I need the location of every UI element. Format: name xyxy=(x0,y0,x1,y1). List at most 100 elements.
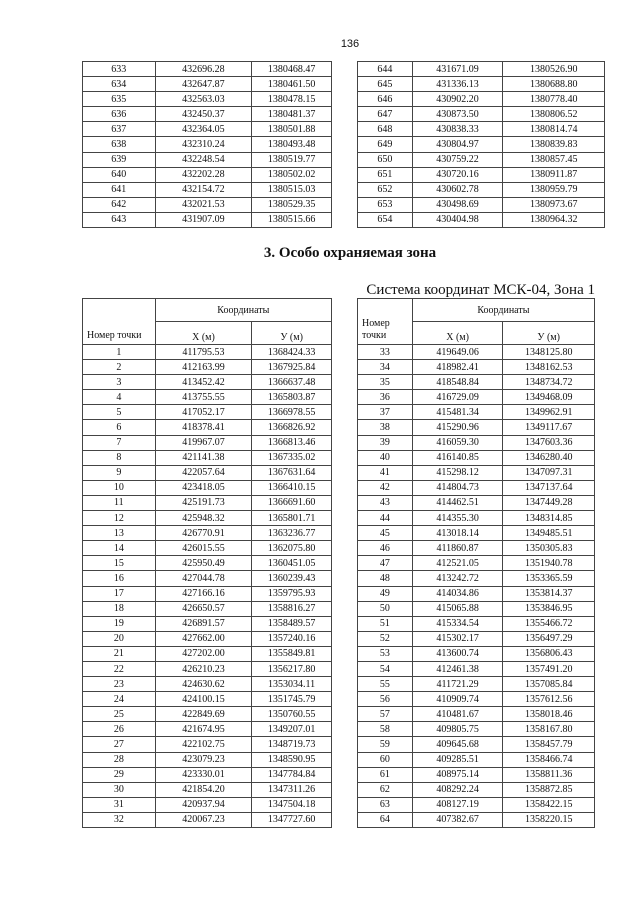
point-number-cell: 646 xyxy=(357,91,413,108)
x-coordinate-cell: 415065.88 xyxy=(411,600,504,617)
x-coordinate-cell: 421854.20 xyxy=(154,781,253,798)
section-heading: 3. Особо охраняемая зона xyxy=(263,245,437,261)
x-coordinate-cell: 413242.72 xyxy=(411,570,504,587)
y-coordinate-cell: 1365803.87 xyxy=(251,389,332,406)
table-row: 638 432310.24 1380493.48 xyxy=(82,136,332,153)
table-row: 56 410909.74 1357612.56 xyxy=(357,691,595,708)
y-coordinate-cell: 1360451.05 xyxy=(251,555,332,572)
table-row: 653 430498.69 1380973.67 xyxy=(357,196,605,213)
table-row: 652 430602.78 1380959.79 xyxy=(357,181,605,198)
point-number-cell: 649 xyxy=(357,136,413,153)
y-coordinate-cell: 1368424.33 xyxy=(251,343,332,361)
point-number-cell: 8 xyxy=(82,449,156,466)
table-row: 14 426015.55 1362075.80 xyxy=(82,540,332,557)
table-row: 60 409285.51 1358466.74 xyxy=(357,751,595,768)
y-coordinate-cell: 1367925.84 xyxy=(251,359,332,376)
table-row: 643 431907.09 1380515.66 xyxy=(82,211,332,229)
point-number-cell: 23 xyxy=(82,676,156,693)
x-coordinate-cell: 412163.99 xyxy=(154,359,253,376)
x-coordinate-cell: 417052.17 xyxy=(154,404,253,421)
table-row: 646 430902.20 1380778.40 xyxy=(357,91,605,108)
y-coordinate-cell: 1348734.72 xyxy=(502,374,595,391)
x-coordinate-cell: 430720.16 xyxy=(411,166,504,183)
y-coordinate-cell: 1358167.80 xyxy=(502,721,595,738)
y-coordinate-cell: 1356497.29 xyxy=(502,630,595,647)
y-coordinate-cell: 1380529.35 xyxy=(251,196,332,213)
point-number-cell: 41 xyxy=(357,464,413,481)
point-number-cell: 4 xyxy=(82,389,156,406)
zone-coordinates-table-right: Номер точки Координаты X (м) У (м) 33 419… xyxy=(357,298,596,829)
y-coordinate-cell: 1380526.90 xyxy=(502,60,605,78)
table-row: 42 414804.73 1347137.64 xyxy=(357,479,595,496)
y-coordinate-cell: 1367631.64 xyxy=(251,464,332,481)
y-coordinate-cell: 1348590.95 xyxy=(251,751,332,768)
x-coordinate-cell: 419649.06 xyxy=(411,343,504,361)
x-coordinate-cell: 418982.41 xyxy=(411,359,504,376)
point-number-cell: 24 xyxy=(82,691,156,708)
table-row: 44 414355.30 1348314.85 xyxy=(357,510,595,527)
point-number-cell: 55 xyxy=(357,676,413,693)
point-number-cell: 53 xyxy=(357,645,413,662)
y-coordinate-cell: 1357085.84 xyxy=(502,676,595,693)
y-coordinate-cell: 1348125.80 xyxy=(502,343,595,361)
y-coordinate-cell: 1380461.50 xyxy=(251,76,332,93)
table-row: 29 423330.01 1347784.84 xyxy=(82,766,332,783)
table-row: 8 421141.38 1367335.02 xyxy=(82,449,332,466)
table-row: 21 427202.00 1355849.81 xyxy=(82,645,332,662)
point-number-cell: 12 xyxy=(82,510,156,527)
x-coordinate-cell: 422849.69 xyxy=(154,706,253,723)
table-row: 34 418982.41 1348162.53 xyxy=(357,359,595,376)
table-row: 35 418548.84 1348734.72 xyxy=(357,374,595,391)
table-row: 641 432154.72 1380515.03 xyxy=(82,181,332,198)
point-number-cell: 63 xyxy=(357,796,413,813)
point-number-cell: 637 xyxy=(82,121,156,138)
coordinate-system-label: Система координат МСК-04, Зона 1 xyxy=(366,282,595,298)
x-coordinate-cell: 427044.78 xyxy=(154,570,253,587)
y-coordinate-cell: 1358489.57 xyxy=(251,615,332,632)
x-coordinate-cell: 407382.67 xyxy=(411,811,504,829)
x-coordinate-cell: 415290.96 xyxy=(411,419,504,436)
y-coordinate-cell: 1366637.48 xyxy=(251,374,332,391)
table-row: 59 409645.68 1358457.79 xyxy=(357,736,595,753)
point-number-cell: 9 xyxy=(82,464,156,481)
point-number-cell: 32 xyxy=(82,811,156,829)
point-number-cell: 58 xyxy=(357,721,413,738)
table-row: 55 411721.29 1357085.84 xyxy=(357,676,595,693)
table-row: 9 422057.64 1367631.64 xyxy=(82,464,332,481)
table-row: 634 432647.87 1380461.50 xyxy=(82,76,332,93)
y-coordinate-cell: 1358816.27 xyxy=(251,600,332,617)
table-row: 651 430720.16 1380911.87 xyxy=(357,166,605,183)
x-coordinate-cell: 410909.74 xyxy=(411,691,504,708)
point-number-cell: 1 xyxy=(82,343,156,361)
table-row: 10 423418.05 1366410.15 xyxy=(82,479,332,496)
y-coordinate-cell: 1347504.18 xyxy=(251,796,332,813)
y-coordinate-cell: 1349468.09 xyxy=(502,389,595,406)
x-coordinate-cell: 416059.30 xyxy=(411,434,504,451)
table-row: 51 415334.54 1355466.72 xyxy=(357,615,595,632)
x-coordinate-cell: 411795.53 xyxy=(154,343,253,361)
point-number-cell: 647 xyxy=(357,106,413,123)
y-coordinate-cell: 1380973.67 xyxy=(502,196,605,213)
point-number-cell: 645 xyxy=(357,76,413,93)
y-coordinate-cell: 1353365.59 xyxy=(502,570,595,587)
y-coordinate-cell: 1358811.36 xyxy=(502,766,595,783)
x-coordinate-cell: 424630.62 xyxy=(154,676,253,693)
y-coordinate-cell: 1347137.64 xyxy=(502,479,595,496)
y-coordinate-cell: 1353814.37 xyxy=(502,585,595,602)
x-coordinate-cell: 426891.57 xyxy=(154,615,253,632)
y-coordinate-cell: 1366826.92 xyxy=(251,419,332,436)
y-coordinate-cell: 1380857.45 xyxy=(502,151,605,168)
x-coordinate-cell: 423418.05 xyxy=(154,479,253,496)
y-coordinate-cell: 1355849.81 xyxy=(251,645,332,662)
x-coordinate-cell: 430602.78 xyxy=(411,181,504,198)
point-number-cell: 643 xyxy=(82,211,156,229)
point-number-cell: 3 xyxy=(82,374,156,391)
y-coordinate-cell: 1347311.26 xyxy=(251,781,332,798)
table-row: 5 417052.17 1366978.55 xyxy=(82,404,332,421)
y-coordinate-cell: 1380478.15 xyxy=(251,91,332,108)
x-coordinate-cell: 430404.98 xyxy=(411,211,504,229)
x-coordinate-cell: 409805.75 xyxy=(411,721,504,738)
point-number-cell: 641 xyxy=(82,181,156,198)
table-row: 22 426210.23 1356217.80 xyxy=(82,660,332,678)
y-coordinate-cell: 1357491.20 xyxy=(502,660,595,678)
